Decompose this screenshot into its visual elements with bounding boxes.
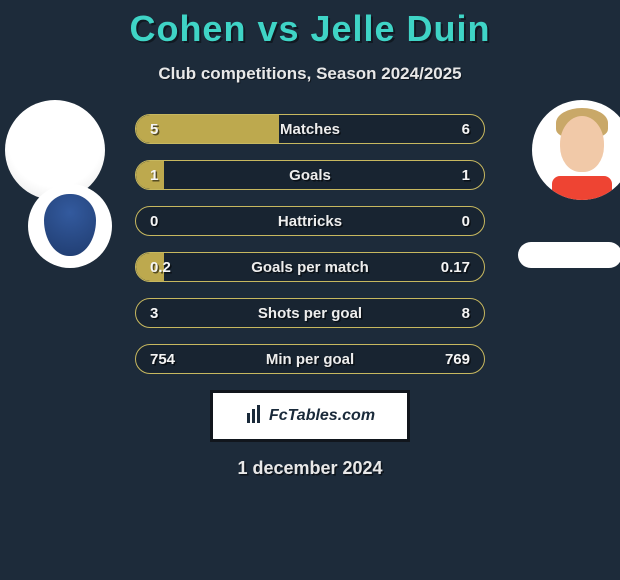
stat-label: Shots per goal (206, 305, 414, 322)
stat-row: 0Hattricks0 (135, 206, 485, 236)
subtitle: Club competitions, Season 2024/2025 (0, 64, 620, 84)
player-right-club-badge (518, 242, 620, 268)
stat-row: 5Matches6 (135, 114, 485, 144)
stat-label: Min per goal (206, 351, 414, 368)
brand-badge[interactable]: FcTables.com (210, 390, 410, 442)
bars-icon (245, 407, 263, 425)
stat-value-left: 3 (136, 305, 206, 322)
stat-value-right: 0.17 (414, 259, 484, 276)
stat-value-left: 0 (136, 213, 206, 230)
stat-label: Hattricks (206, 213, 414, 230)
brand-label: FcTables.com (269, 407, 375, 425)
page-title: Cohen vs Jelle Duin (0, 0, 620, 50)
player-left-avatar (5, 100, 105, 200)
stat-value-right: 8 (414, 305, 484, 322)
stat-label: Goals per match (206, 259, 414, 276)
stat-value-left: 754 (136, 351, 206, 368)
stat-value-left: 0.2 (136, 259, 206, 276)
stat-row: 3Shots per goal8 (135, 298, 485, 328)
stat-label: Goals (206, 167, 414, 184)
stat-row: 0.2Goals per match0.17 (135, 252, 485, 282)
stat-row: 754Min per goal769 (135, 344, 485, 374)
date-label: 1 december 2024 (0, 458, 620, 479)
stat-value-left: 5 (136, 121, 206, 138)
player-right-avatar (532, 100, 620, 200)
stat-row: 1Goals1 (135, 160, 485, 190)
stats-list: 5Matches6 1Goals1 0Hattricks0 0.2Goals per … (135, 114, 485, 374)
stat-value-right: 0 (414, 213, 484, 230)
stat-value-left: 1 (136, 167, 206, 184)
stat-value-right: 6 (414, 121, 484, 138)
player-left-club-badge (28, 184, 112, 268)
stat-value-right: 1 (414, 167, 484, 184)
comparison-panel: 5Matches6 1Goals1 0Hattricks0 0.2Goals per … (0, 114, 620, 374)
stat-label: Matches (206, 121, 414, 138)
stat-value-right: 769 (414, 351, 484, 368)
